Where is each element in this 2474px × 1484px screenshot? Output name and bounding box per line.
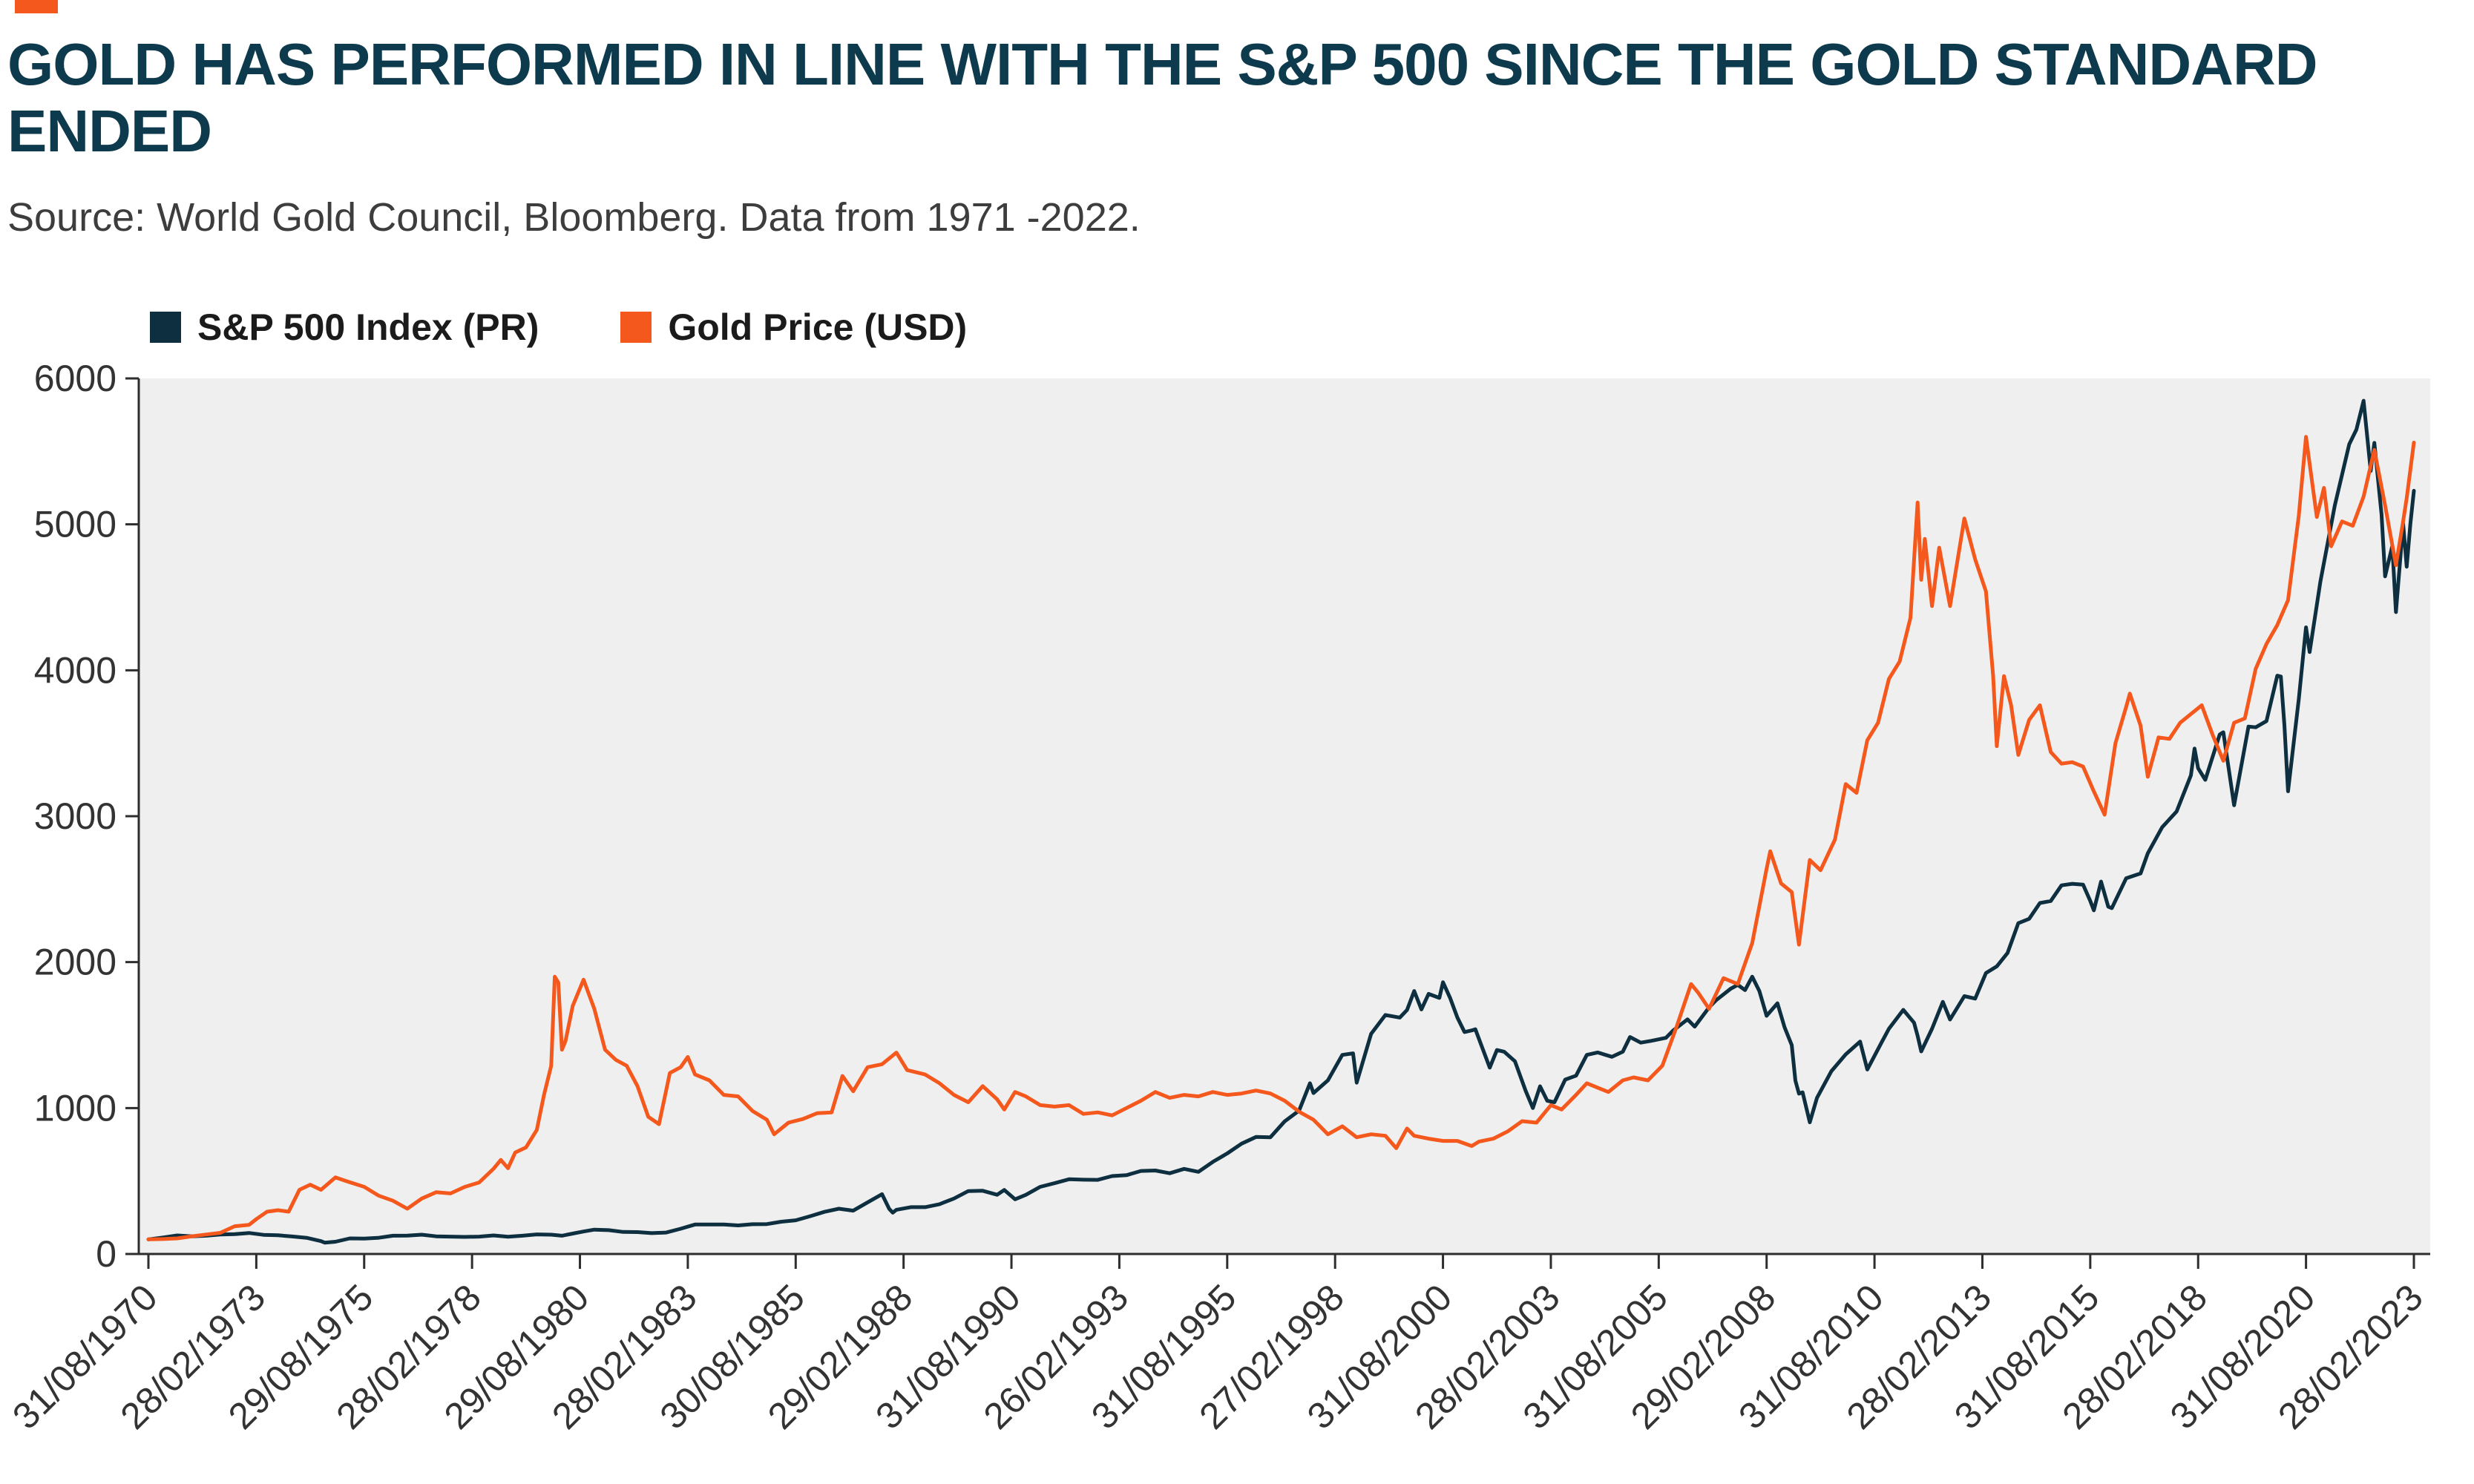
legend-item-gold: Gold Price (USD) xyxy=(620,306,967,349)
y-tick-label: 3000 xyxy=(34,795,117,837)
y-axis: 0 1000 2000 3000 4000 5000 6000 xyxy=(34,358,139,1275)
y-tick-label: 2000 xyxy=(34,942,117,983)
sp500-swatch xyxy=(150,312,181,343)
y-tick-label: 6000 xyxy=(34,358,117,399)
y-tick-label: 1000 xyxy=(34,1087,117,1129)
series-line-sp500 xyxy=(146,398,2416,1245)
legend-item-sp500: S&P 500 Index (PR) xyxy=(150,306,539,349)
legend-label-gold: Gold Price (USD) xyxy=(668,306,968,348)
y-tick-label: 4000 xyxy=(34,649,117,691)
page-title-line2: ENDED xyxy=(7,97,212,164)
chart-legend: S&P 500 Index (PR) Gold Price (USD) xyxy=(150,306,967,349)
series-line-gold xyxy=(146,435,2416,1241)
page-title-line1: GOLD HAS PERFORMED IN LINE WITH THE S&P … xyxy=(7,31,2318,97)
plot-panel xyxy=(139,378,2430,1254)
line-chart: 0 1000 2000 3000 4000 5000 6000 31/08/197028/0… xyxy=(4,358,2431,1437)
y-tick-label: 5000 xyxy=(34,504,117,545)
plot-panel-bg xyxy=(139,378,2430,1254)
x-axis: 31/08/197028/02/197329/08/197528/02/1978… xyxy=(4,1254,2431,1437)
page-title: GOLD HAS PERFORMED IN LINE WITH THE S&P … xyxy=(7,31,2464,164)
series-lines xyxy=(146,398,2416,1245)
brand-accent-bar xyxy=(15,0,58,13)
axis-spines xyxy=(137,378,2430,1255)
y-tick-label: 0 xyxy=(96,1233,117,1275)
legend-label-sp500: S&P 500 Index (PR) xyxy=(197,306,539,348)
source-note: Source: World Gold Council, Bloomberg. D… xyxy=(7,195,1141,240)
gold-swatch xyxy=(620,312,652,343)
